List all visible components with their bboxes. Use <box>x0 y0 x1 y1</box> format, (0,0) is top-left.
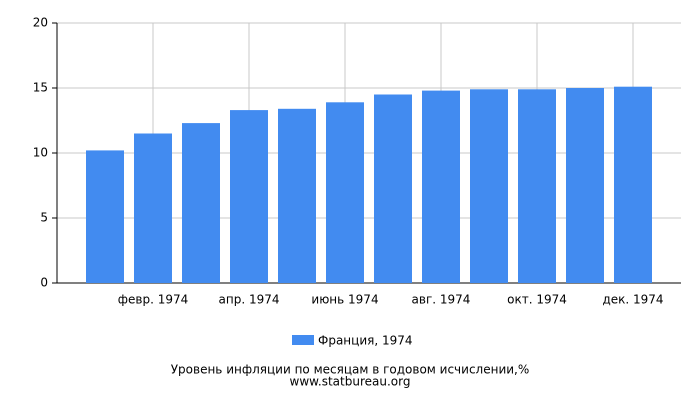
y-tick-label: 5 <box>40 211 48 225</box>
bar <box>86 150 124 283</box>
x-tick-label: июнь 1974 <box>311 293 378 307</box>
chart-subtitle: www.statbureau.org <box>290 375 411 389</box>
bar <box>518 89 556 283</box>
bar <box>230 110 268 283</box>
y-tick-label: 0 <box>40 276 48 290</box>
y-tick-label: 15 <box>33 81 48 95</box>
x-tick-label: авг. 1974 <box>412 293 471 307</box>
y-tick-label: 20 <box>33 16 48 30</box>
y-tick-label: 10 <box>33 146 48 160</box>
legend-swatch <box>292 335 314 345</box>
x-tick-label: апр. 1974 <box>219 293 280 307</box>
x-tick-label: дек. 1974 <box>602 293 663 307</box>
bar <box>374 94 412 283</box>
bar <box>134 133 172 283</box>
chart-title: Уровень инфляции по месяцам в годовом ис… <box>171 363 530 377</box>
bar <box>614 86 652 283</box>
bar <box>422 90 460 283</box>
bar <box>566 88 604 283</box>
x-tick-label: февр. 1974 <box>118 293 189 307</box>
bar <box>326 102 364 283</box>
bar <box>182 123 220 283</box>
x-tick-label: окт. 1974 <box>507 293 567 307</box>
bar <box>278 108 316 283</box>
legend-label: Франция, 1974 <box>318 334 413 348</box>
bar <box>470 89 508 283</box>
